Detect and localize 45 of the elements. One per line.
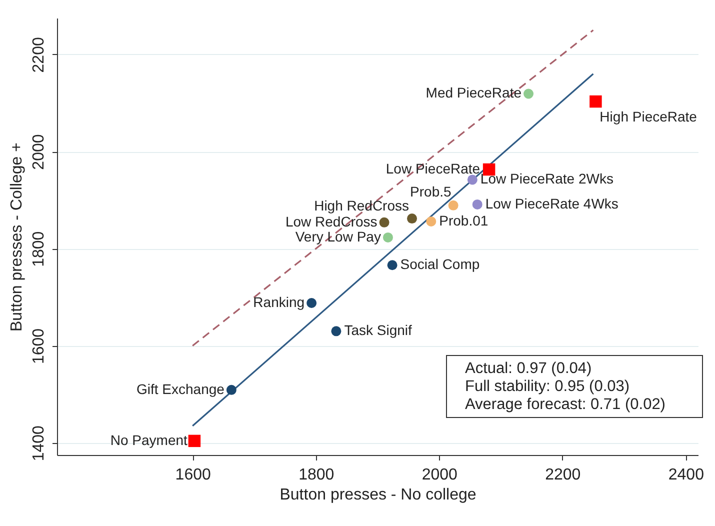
annotation: No Payment <box>110 432 188 448</box>
x-tick-label: 1800 <box>298 466 334 484</box>
annotation: Full stability: 0.95 (0.03) <box>465 378 631 396</box>
point <box>331 326 342 336</box>
annotation: Very Low Pay <box>295 228 381 244</box>
point <box>188 434 201 448</box>
point <box>590 95 602 108</box>
y-axis-title: Button presses - College + <box>8 142 26 332</box>
point <box>306 298 317 308</box>
x-tick-label: 2400 <box>668 466 704 484</box>
annotation: Low PieceRate 4Wks <box>485 195 618 212</box>
annotation: Med PieceRate <box>426 84 522 101</box>
y-tick-label: 2000 <box>30 134 48 170</box>
point <box>379 217 390 228</box>
annotation: Prob.01 <box>439 212 488 228</box>
annotation: Average forecast: 0.71 (0.02) <box>465 396 666 414</box>
annotation: Social Comp <box>400 256 480 272</box>
annotation: Task Signif <box>344 322 412 338</box>
point <box>448 200 458 210</box>
note-box: Actual: 0.97 (0.04) Full stability: 0.95 (0.03) Average forecast: 0.71 (0.02) <box>446 355 703 418</box>
annotation: Low PieceRate 2Wks <box>480 170 614 187</box>
point <box>524 88 534 99</box>
x-tick-label: 1600 <box>175 466 211 484</box>
x-axis-title: Button presses - No college <box>280 486 476 504</box>
y-tick-label: 1800 <box>30 231 48 267</box>
y-tick-label: 2200 <box>30 37 48 73</box>
y-tick-label: 1400 <box>30 425 48 462</box>
annotation: Ranking <box>253 294 305 310</box>
point <box>467 174 478 185</box>
annotation: High PieceRate <box>600 108 698 125</box>
annotation: Low PieceRate <box>386 160 480 176</box>
annotation: Gift Exchange <box>136 380 225 397</box>
point <box>387 260 398 270</box>
point <box>426 216 436 226</box>
annotation: Prob.5 <box>410 183 452 200</box>
annotation: Actual: 0.97 (0.04) <box>465 360 593 378</box>
x-tick-label: 2000 <box>422 466 458 484</box>
x-tick-label: 2200 <box>545 466 581 484</box>
point <box>472 199 482 210</box>
y-tick-label: 1600 <box>30 328 48 364</box>
point <box>382 232 393 242</box>
point <box>407 214 418 224</box>
annotation: Low RedCross <box>285 213 378 230</box>
annotation: High RedCross <box>314 198 410 214</box>
point <box>226 384 236 395</box>
